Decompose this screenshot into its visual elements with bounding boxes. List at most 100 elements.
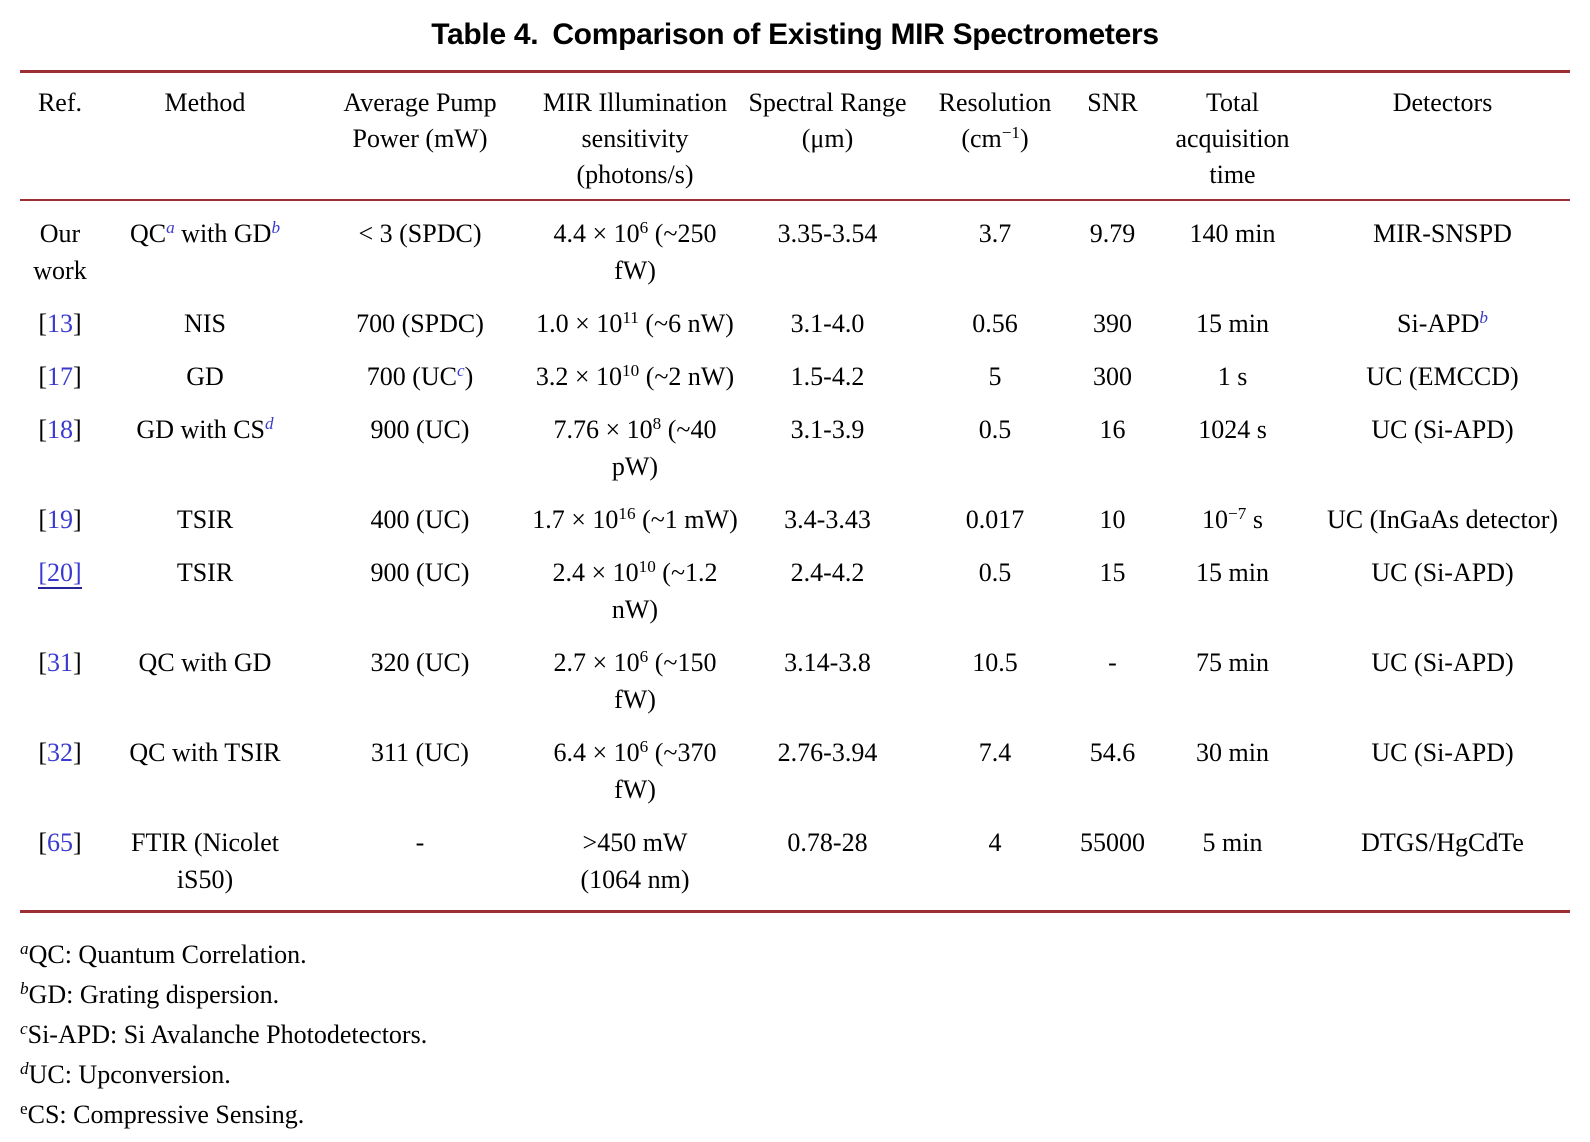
cell-sensitivity: 6.4 × 106 (~370 fW) [530, 726, 740, 816]
cell-pump-power: 320 (UC) [310, 636, 530, 726]
cell-snr-text: 10 [1099, 505, 1126, 534]
cell-method: FTIR (Nicolet iS50) [100, 816, 310, 912]
cell-ref-text: [ [38, 309, 47, 338]
cell-method-link[interactable]: d [265, 413, 274, 433]
cell-ref-text: ] [73, 309, 82, 338]
cell-pump-power: 400 (UC) [310, 493, 530, 546]
column-header-pump-power-text: Average Pump Power (mW) [343, 88, 497, 153]
cell-ref-link[interactable]: 32 [47, 738, 73, 767]
cell-spectral-range-text: 3.1-3.9 [790, 415, 865, 444]
table-row: [13] NIS 700 (SPDC) 1.0 × 1011 (~6 nW) 3.1-4… [20, 297, 1570, 350]
cell-pump-power: 900 (UC) [310, 546, 530, 636]
cell-pump-power-text: 400 (UC) [370, 505, 470, 534]
cell-method: NIS [100, 297, 310, 350]
cell-acquisition-time: 1 s [1150, 350, 1315, 403]
cell-method-link[interactable]: a [166, 217, 175, 237]
cell-sensitivity-text: 3.2 × 10 [535, 362, 623, 391]
cell-detectors-text: UC (InGaAs detector) [1326, 505, 1559, 534]
cell-snr-text: 300 [1093, 362, 1132, 391]
cell-pump-power-text: 900 (UC) [370, 415, 470, 444]
cell-sensitivity-text: 6 [639, 646, 649, 666]
cell-sensitivity-text: 2.7 × 10 [553, 648, 640, 677]
footnote: eCS: Compressive Sensing. [20, 1095, 1570, 1135]
cell-ref-text: ] [73, 415, 82, 444]
cell-ref-link[interactable]: 65 [47, 828, 73, 857]
cell-ref: [20] [20, 546, 100, 636]
cell-pump-power-text: - [415, 828, 425, 857]
footnote-text: d [20, 1058, 29, 1078]
cell-sensitivity: 1.7 × 1016 (~1 mW) [530, 493, 740, 546]
cell-pump-power-link[interactable]: c [456, 360, 465, 380]
cell-pump-power-text: 320 (UC) [370, 648, 470, 677]
footnotes: aQC: Quantum Correlation. bGD: Grating di… [20, 935, 1570, 1135]
cell-ref-link[interactable]: 13 [47, 309, 73, 338]
cell-acquisition-time: 5 min [1150, 816, 1315, 912]
cell-ref-text: [ [38, 415, 47, 444]
cell-acquisition-time: 10−7 s [1150, 493, 1315, 546]
column-header-spectral-range: Spectral Range (μm) [740, 72, 915, 201]
cell-detectors-text: UC (Si-APD) [1371, 558, 1514, 587]
cell-pump-power: - [310, 816, 530, 912]
column-header-pump-power: Average Pump Power (mW) [310, 72, 530, 201]
column-header-resolution-text: −1 [1001, 122, 1020, 142]
cell-pump-power-text: ) [464, 362, 474, 391]
table-row: [65] FTIR (Nicolet iS50) - >450 mW (1064 nm… [20, 816, 1570, 912]
cell-sensitivity: 2.4 × 1010 (~1.2 nW) [530, 546, 740, 636]
cell-method: TSIR [100, 493, 310, 546]
cell-sensitivity-text: 7.76 × 10 [553, 415, 653, 444]
cell-acquisition-time-text: 75 min [1196, 648, 1269, 677]
cell-snr: 9.79 [1075, 200, 1150, 297]
table-row: [32] QC with TSIR 311 (UC) 6.4 × 106 (~370 … [20, 726, 1570, 816]
cell-resolution: 3.7 [915, 200, 1075, 297]
cell-ref-text: Our work [33, 219, 87, 285]
table-row: [20] TSIR 900 (UC) 2.4 × 1010 (~1.2 nW) 2.4-… [20, 546, 1570, 636]
cell-snr-text: 9.79 [1089, 219, 1136, 248]
cell-acquisition-time-text: 10 [1202, 505, 1229, 534]
column-header-detectors-text: Detectors [1392, 88, 1493, 117]
column-header-resolution: Resolution (cm−1) [915, 72, 1075, 201]
cell-sensitivity-text: 11 [622, 307, 639, 327]
cell-acquisition-time-text: −7 [1228, 503, 1247, 523]
cell-spectral-range-text: 3.14-3.8 [784, 648, 871, 677]
column-header-detectors: Detectors [1315, 72, 1570, 201]
cell-method: GD [100, 350, 310, 403]
cell-spectral-range: 3.35-3.54 [740, 200, 915, 297]
cell-pump-power-text: 700 (UC [366, 362, 457, 391]
cell-ref: [65] [20, 816, 100, 912]
cell-resolution-text: 0.5 [978, 558, 1012, 587]
cell-ref-link[interactable]: [20] [38, 558, 82, 589]
cell-pump-power: 700 (UCc) [310, 350, 530, 403]
cell-detectors-link[interactable]: b [1479, 307, 1488, 327]
cell-ref-link[interactable]: 19 [47, 505, 73, 534]
table-row: [17] GD 700 (UCc) 3.2 × 1010 (~2 nW) 1.5-4.2… [20, 350, 1570, 403]
cell-snr-text: 55000 [1080, 828, 1145, 857]
cell-resolution: 0.56 [915, 297, 1075, 350]
column-header-resolution-text: Resolution (cm [938, 88, 1052, 153]
table-row: Our work QCa with GDb < 3 (SPDC) 4.4 × 106 … [20, 200, 1570, 297]
cell-snr-text: 16 [1099, 415, 1126, 444]
cell-spectral-range: 3.1-4.0 [740, 297, 915, 350]
cell-method-link[interactable]: b [271, 217, 281, 237]
cell-snr: - [1075, 636, 1150, 726]
comparison-table: Ref. Method Average Pump Power (mW) MIR Ill… [20, 70, 1570, 913]
cell-ref-text: ] [73, 828, 82, 857]
cell-method-text: QC [129, 219, 167, 248]
cell-method: GD with CSd [100, 403, 310, 493]
cell-method: QC with TSIR [100, 726, 310, 816]
cell-ref: [13] [20, 297, 100, 350]
cell-pump-power: 700 (SPDC) [310, 297, 530, 350]
cell-sensitivity-text: 8 [652, 413, 662, 433]
cell-sensitivity-text: (~40 pW) [611, 415, 717, 481]
cell-method-text: TSIR [176, 505, 234, 534]
cell-detectors: Si-APDb [1315, 297, 1570, 350]
column-header-snr-text: SNR [1087, 88, 1138, 117]
cell-ref-link[interactable]: 17 [47, 362, 73, 391]
footnote: cSi-APD: Si Avalanche Photodetectors. [20, 1015, 1570, 1055]
cell-ref-link[interactable]: 31 [47, 648, 73, 677]
cell-ref-link[interactable]: 18 [47, 415, 73, 444]
cell-spectral-range: 3.14-3.8 [740, 636, 915, 726]
cell-resolution-text: 5 [988, 362, 1002, 391]
footnote: bGD: Grating dispersion. [20, 975, 1570, 1015]
footnote-text: GD: Grating dispersion. [28, 980, 280, 1009]
cell-sensitivity-text: (~370 fW) [614, 738, 717, 804]
